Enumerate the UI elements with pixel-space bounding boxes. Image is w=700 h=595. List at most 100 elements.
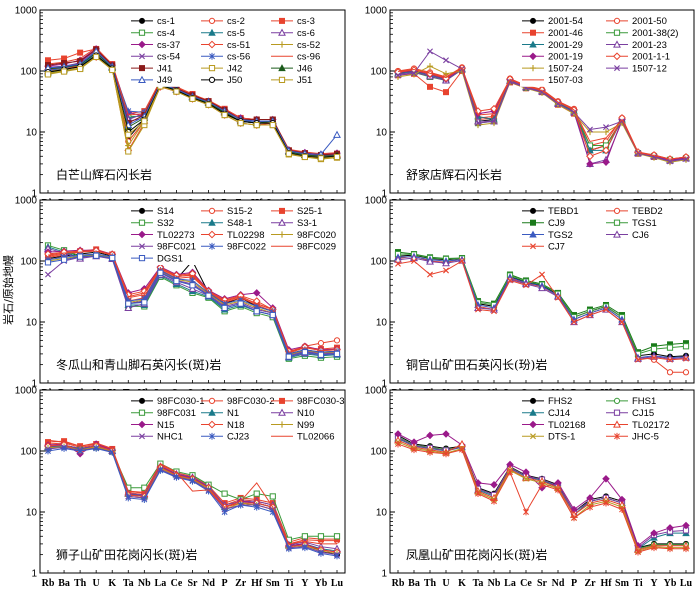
x-tick-label: P: [571, 578, 577, 589]
data-point: [475, 490, 481, 498]
legend-label: TGS2: [548, 230, 573, 241]
legend-item: S15-2: [201, 206, 252, 217]
legend-marker: [529, 230, 537, 238]
y-tick-label: 100: [370, 67, 387, 78]
data-point: [427, 448, 433, 456]
series-98FC029: [47, 250, 338, 353]
data-point: [443, 267, 449, 274]
data-point: [490, 480, 498, 489]
data-point: [141, 496, 148, 503]
data-point: [253, 503, 260, 511]
legend-marker: [209, 432, 215, 440]
legend-label: cs-96: [297, 52, 320, 63]
y-tick-label: 1: [381, 189, 387, 200]
legend-marker: [278, 421, 286, 428]
data-point: [507, 277, 513, 284]
legend-label: 1507-24: [548, 63, 583, 74]
x-tick-label: Zr: [235, 578, 247, 589]
y-tick-label: 10: [376, 508, 388, 519]
data-point: [491, 497, 497, 505]
x-tick-label: Ti: [633, 578, 642, 589]
legend-label: cs-5: [227, 28, 245, 39]
legend-marker: [278, 76, 286, 84]
legend-item: 1507-24: [522, 63, 583, 74]
data-point: [60, 68, 68, 75]
data-point: [442, 89, 449, 96]
data-point: [45, 271, 51, 278]
y-tick-label: 10: [376, 318, 388, 329]
data-point: [555, 100, 561, 107]
legend-item: cs-96: [271, 52, 320, 63]
data-point: [682, 369, 690, 376]
legend-label: 98FC020: [297, 230, 336, 241]
legend-label: J41: [157, 63, 172, 74]
legend-label: cs-1: [157, 16, 175, 27]
y-tick-label: 1: [31, 569, 37, 580]
data-point: [173, 88, 180, 95]
data-point: [650, 345, 658, 353]
legend-label: S3-1: [297, 218, 317, 229]
legend-item: 98FC022: [201, 242, 266, 253]
legend-marker: [613, 52, 621, 61]
panel-title: 白芒山辉石闪长岩: [56, 167, 152, 182]
data-point: [426, 63, 434, 70]
panel-title: 冬瓜山和青山脚石英闪长(斑)岩: [56, 357, 221, 372]
data-point: [188, 284, 197, 292]
x-tick-label: Ce: [520, 578, 532, 589]
legend-label: cs-6: [297, 28, 315, 39]
legend-item: TL02273: [131, 230, 195, 241]
legend-marker: [138, 219, 146, 226]
data-point: [443, 450, 449, 458]
legend-label: N1: [227, 408, 239, 419]
legend-marker: [138, 230, 146, 239]
data-point: [523, 508, 529, 516]
chart-panel-1: 1101001000RbBaThUKTaNbLaCeSrNdPZrHfSmTiY…: [15, 6, 346, 209]
y-tick-label: 1000: [15, 196, 38, 207]
data-point: [426, 257, 434, 265]
chart-panel-3: 1101001000RbBaThUKTaNbLaCeSrNdPZrHfSmTiY…: [15, 196, 346, 399]
data-point: [635, 356, 641, 363]
legend-label: S14: [157, 206, 174, 217]
data-point: [666, 369, 674, 376]
legend-marker: [529, 408, 537, 416]
legend-item: 2001-23: [606, 40, 667, 51]
legend-label: J49: [157, 75, 172, 86]
legend-marker: [138, 409, 146, 416]
legend-marker: [529, 65, 537, 72]
data-point: [587, 503, 593, 511]
data-point: [666, 344, 674, 351]
data-point: [93, 252, 100, 259]
data-point: [109, 254, 116, 262]
legend-item: JHC-5: [606, 432, 659, 443]
chart-panel-2: 1101001000RbBaThUKTaNbLaCeSrNdPZrHfSmTiY…: [365, 6, 695, 209]
legend-label: S48-1: [227, 218, 252, 229]
legend-label: TL02273: [157, 230, 195, 241]
legend-label: 98FC030-3: [297, 396, 345, 407]
data-point: [603, 306, 609, 313]
data-point: [603, 499, 609, 507]
legend-item: TL02172: [606, 420, 670, 431]
data-point: [141, 118, 148, 125]
data-point: [523, 475, 529, 482]
x-tick-label: Sr: [537, 578, 548, 589]
data-point: [157, 269, 164, 276]
legend-marker: [138, 17, 145, 24]
legend-background: [129, 13, 341, 87]
x-tick-label: La: [504, 578, 516, 589]
data-point: [427, 271, 433, 278]
y-tick-label: 1000: [15, 386, 38, 397]
data-point: [285, 150, 292, 157]
legend-item: 2001-54: [522, 16, 583, 27]
data-point: [523, 282, 529, 289]
series-1507-03: [397, 66, 687, 160]
legend-marker: [208, 17, 216, 24]
legend-background: [129, 393, 341, 444]
data-point: [507, 468, 513, 476]
data-point: [285, 353, 292, 360]
data-point: [141, 299, 148, 306]
data-point: [491, 118, 497, 125]
data-point: [269, 311, 276, 319]
data-point: [205, 101, 212, 108]
legend-background: [520, 203, 690, 254]
legend-item: S14: [131, 206, 174, 217]
